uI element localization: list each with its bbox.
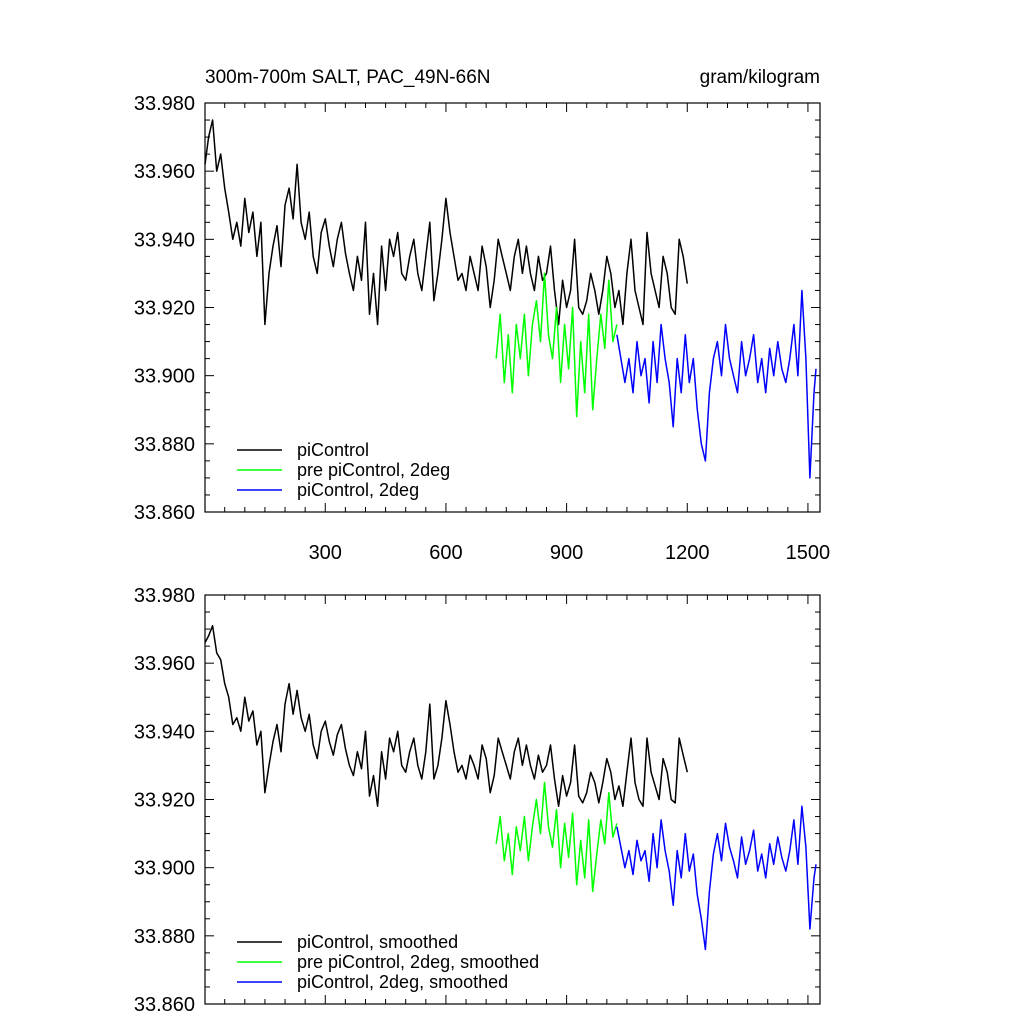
series-line <box>204 624 689 808</box>
y-tick-label: 33.900 <box>134 366 195 388</box>
bottom-panel: 33.860 33.880 33.900 33.920 33.940 33.960 33.9… <box>134 585 821 1016</box>
legend-label: piControl, smoothed <box>297 932 458 952</box>
series-line <box>616 805 817 951</box>
y-tick-label: 33.980 <box>134 585 195 607</box>
y-tick-label: 33.880 <box>134 926 195 948</box>
units-label: gram/kilogram <box>700 67 820 88</box>
y-tick-label: 33.940 <box>134 229 195 251</box>
y-tick-label: 33.960 <box>134 161 195 183</box>
y-tick-label: 33.920 <box>134 298 195 320</box>
plot-frame <box>204 102 821 513</box>
series-line <box>495 272 618 418</box>
y-tick-label: 33.900 <box>134 858 195 880</box>
y-tick-label: 33.860 <box>134 502 195 524</box>
series-lines <box>204 119 817 479</box>
legend-label: pre piControl, 2deg, smoothed <box>297 952 539 972</box>
axes-ticks: 33.860 33.880 33.900 33.920 33.940 33.960 33.9… <box>134 585 820 1016</box>
series-lines <box>204 624 817 951</box>
legend-label: piControl <box>297 440 369 460</box>
x-tick-label: 1500 <box>786 542 831 564</box>
y-tick-label: 33.880 <box>134 434 195 456</box>
legend-label: piControl, 2deg <box>297 480 419 500</box>
chart-title: 300m-700m SALT, PAC_49N-66N <box>205 67 490 88</box>
x-tick-label: 900 <box>550 542 583 564</box>
series-line <box>616 289 817 479</box>
y-tick-label: 33.860 <box>134 994 195 1016</box>
series-line <box>204 119 689 326</box>
top-panel: 300m-700m SALT, PAC_49N-66N gram/kilogra… <box>134 67 830 564</box>
series-line <box>495 781 618 893</box>
y-tick-label: 33.940 <box>134 721 195 743</box>
legend-label: piControl, 2deg, smoothed <box>297 972 508 992</box>
legend-label: pre piControl, 2deg <box>297 460 450 480</box>
y-tick-label: 33.960 <box>134 653 195 675</box>
x-tick-label: 300 <box>309 542 342 564</box>
x-tick-label: 1200 <box>665 542 710 564</box>
y-tick-label: 33.980 <box>134 93 195 115</box>
x-tick-label: 600 <box>429 542 462 564</box>
plot-frame <box>204 594 821 1005</box>
y-tick-label: 33.920 <box>134 790 195 812</box>
